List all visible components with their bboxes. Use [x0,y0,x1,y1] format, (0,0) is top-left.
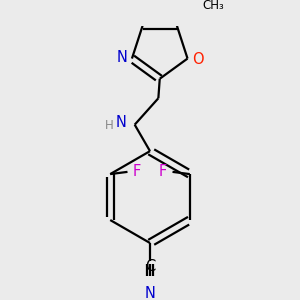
Text: CH₃: CH₃ [202,0,224,12]
Text: H: H [105,119,114,132]
Text: N: N [116,115,127,130]
Text: N: N [145,286,155,300]
Text: F: F [159,164,167,178]
Text: N: N [117,50,128,65]
Text: C: C [145,259,155,274]
Text: F: F [133,164,141,178]
Text: O: O [192,52,204,68]
